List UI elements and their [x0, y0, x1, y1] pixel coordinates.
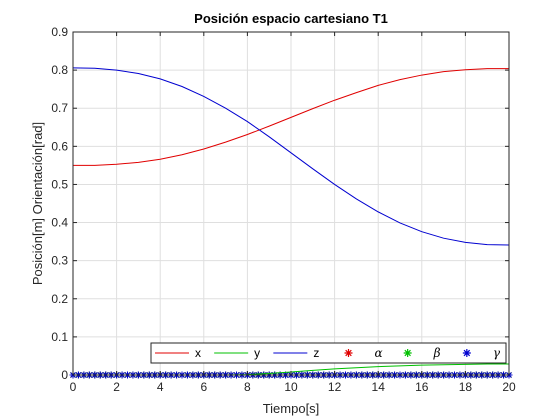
legend-entry: γ: [462, 346, 501, 360]
grid: [73, 32, 509, 375]
legend-label: γ: [493, 346, 501, 360]
y-tick-label: 0.5: [51, 177, 68, 191]
series-z-line: [72, 67, 510, 246]
legend-label: β: [433, 346, 441, 360]
x-axis-label: Tiempo[s]: [263, 401, 320, 416]
y-tick-label: 0.6: [51, 139, 68, 153]
y-axis-label: Posición[m] Orientación[rad]: [30, 122, 45, 285]
legend-entry: β: [403, 346, 441, 360]
legend-swatch: [462, 349, 471, 357]
y-tick-label: 0: [61, 368, 68, 382]
x-tick-label: 6: [200, 380, 207, 394]
x-tick-label: 0: [70, 380, 77, 394]
y-tick-label: 0.7: [51, 101, 68, 115]
x-tick-label: 18: [459, 380, 473, 394]
x-tick-label: 2: [113, 380, 120, 394]
legend-label: α: [375, 346, 383, 360]
x-tick-label: 14: [372, 380, 386, 394]
legend-label: y: [254, 346, 260, 360]
ticks: 0 2 4 6 8 10 12 14 16 18 20 0 0.1 0.2 0.3 0.4 0.5 0.6 0.7 0…: [51, 25, 516, 394]
legend-label: z: [313, 346, 319, 360]
legend-label: x: [195, 346, 201, 360]
legend-entry: z: [273, 346, 319, 360]
x-tick-label: 10: [284, 380, 298, 394]
y-tick-label: 0.4: [51, 216, 68, 230]
legend-swatch: [403, 349, 412, 357]
series-x-line: [73, 68, 509, 166]
y-tick-label: 0.1: [51, 330, 68, 344]
y-tick-label: 0.3: [51, 254, 68, 268]
legend-entry: x: [155, 346, 201, 360]
legend-entry: α: [344, 346, 383, 360]
chart-title: Posición espacio cartesiano T1: [194, 11, 388, 26]
legend-entry: y: [214, 346, 260, 360]
x-tick-label: 4: [157, 380, 164, 394]
x-tick-label: 8: [244, 380, 251, 394]
legend-swatch: [344, 349, 353, 357]
x-tick-label: 12: [328, 380, 342, 394]
legend-box: [150, 342, 507, 364]
x-tick-label: 20: [502, 380, 516, 394]
y-tick-label: 0.2: [51, 292, 68, 306]
y-tick-label: 0.8: [51, 63, 68, 77]
y-tick-label: 0.9: [51, 25, 68, 39]
x-tick-label: 16: [415, 380, 429, 394]
